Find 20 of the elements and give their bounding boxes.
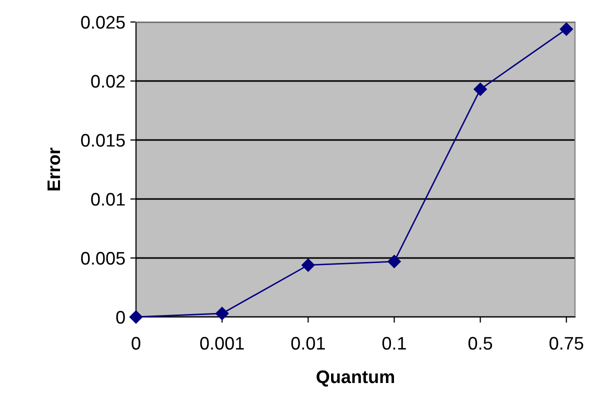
- x-tick-label: 0.1: [382, 336, 406, 350]
- x-axis-title: Quantum: [316, 370, 394, 387]
- y-tick-label: 0.01: [91, 192, 125, 206]
- x-tick-label: 0.01: [291, 336, 325, 350]
- point: [129, 310, 143, 324]
- point: [302, 258, 315, 272]
- y-tick-label: 0.005: [81, 252, 125, 265]
- y-tick-label: 0.02: [91, 74, 125, 88]
- y-axis-title: Error: [48, 148, 60, 190]
- x-tick-label: 0.001: [200, 336, 244, 350]
- y-tick-label: 0.015: [81, 134, 125, 147]
- point: [388, 254, 401, 268]
- point: [215, 306, 229, 320]
- x-tick-label: 0: [132, 336, 140, 350]
- point: [474, 82, 487, 96]
- y-tick-label: 0.025: [81, 16, 125, 29]
- x-tick-label: 0.75: [550, 336, 584, 350]
- x-tick-label: 0.5: [468, 336, 492, 350]
- y-tick-label: 0: [116, 310, 125, 324]
- point: [560, 22, 573, 36]
